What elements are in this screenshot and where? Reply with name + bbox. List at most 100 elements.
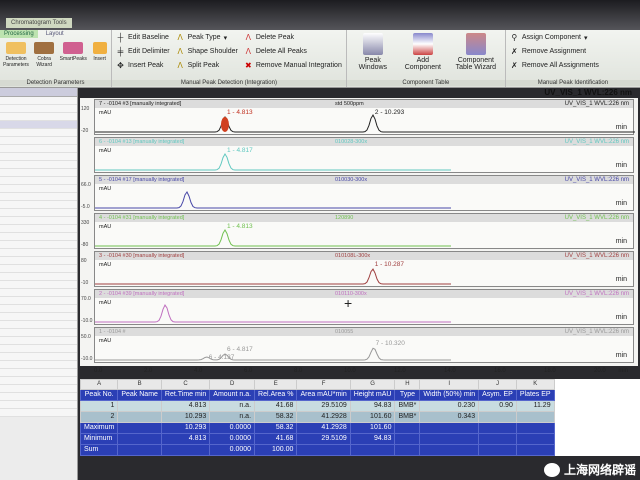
peak-label[interactable]: 1 - 4.813 [226,109,253,116]
chromatogram-panel[interactable]: 1 - -0104 #010055 UV_VIS_1 WVL:226 nm mAU… [81,327,634,363]
navigation-panel[interactable] [0,88,78,480]
chromatogram-panel[interactable]: 5 - -0104 #17 [manually integrated] 01003… [81,175,634,211]
tree-row[interactable] [0,265,77,273]
chromatogram-panel[interactable]: 2 - -0104 #39 [manually integrated] 01011… [81,289,634,325]
table-cell[interactable]: 0.90 [478,400,517,412]
chromatogram-panel[interactable]: 3 - -0104 #30 [manually integrated] 01010… [81,251,634,287]
tree-row[interactable] [0,233,77,241]
table-cell[interactable]: BMB* [394,400,421,412]
column-header[interactable]: Plates EP [515,389,555,401]
tree-row[interactable] [0,249,77,257]
table-row[interactable]: 1 4.813 n.a. 41.68 29.5109 94.83 BMB* 0.230 0.90… [79,400,555,412]
peak-label[interactable]: 7 - 10.320 [375,340,405,347]
peak-results-table[interactable]: A B C D E F G H I J K Peak No. Peak Name Ret.Time min… [79,379,640,456]
tree-row[interactable] [0,321,77,329]
tree-row[interactable] [0,145,77,153]
peak-label[interactable]: 6 - 4.137 [208,354,235,361]
tree-row[interactable] [0,257,77,265]
tree-row[interactable] [0,121,77,129]
table-cell[interactable]: 58.32 [254,411,298,423]
table-cell[interactable] [515,411,555,423]
table-cell[interactable] [117,411,162,423]
table-cell[interactable]: 29.5109 [296,400,351,412]
tree-row[interactable] [0,209,77,217]
table-cell[interactable]: 41.68 [254,400,298,412]
tree-row[interactable] [0,289,77,297]
column-header[interactable]: Peak No. [79,389,119,401]
tree-row[interactable] [0,409,77,417]
tree-row[interactable] [0,305,77,313]
column-header[interactable]: Amount n.a. [209,389,256,401]
tree-row[interactable] [0,273,77,281]
remove-manual-integration-button[interactable]: ✖ Remove Manual Integration [244,61,342,70]
table-cell[interactable]: 10.293 [160,411,211,423]
context-tab[interactable]: Chromatogram Tools [6,18,72,28]
chromatogram-stack[interactable]: 7 - -0104 #3 [manually integrated] std 50… [80,98,638,366]
cobra-wizard-button[interactable]: Cobra Wizard [34,42,55,68]
tree-row[interactable] [0,193,77,201]
tree-row[interactable] [0,393,77,401]
table-cell[interactable]: 0.230 [419,400,480,412]
tab-layout[interactable]: Layout [45,31,64,37]
tree-row[interactable] [0,169,77,177]
remove-all-assignments-button[interactable]: ✗ Remove All Assignments [510,61,599,70]
tree-row[interactable] [0,129,77,137]
table-row[interactable]: 2 10.293 n.a. 58.32 41.2928 101.60 BMB* 0.343 [79,411,555,423]
delete-peak-button[interactable]: Λ Delete Peak [245,33,294,42]
tree-row[interactable] [0,361,77,369]
add-component-button[interactable]: Add Component [401,33,445,71]
table-cell[interactable] [117,400,162,412]
table-cell[interactable]: 101.60 [349,411,396,423]
tab-processing[interactable]: Processing [0,30,38,38]
component-table-wizard-button[interactable]: Component Table Wizard [451,33,501,71]
tree-row[interactable] [0,385,77,393]
table-cell[interactable]: 94.83 [349,400,396,412]
peak-label[interactable]: 2 - 10.293 [374,109,405,116]
peak-label[interactable]: 1 - 4.817 [227,147,253,154]
tree-row[interactable] [0,329,77,337]
peak-windows-button[interactable]: Peak Windows [351,33,395,71]
tree-row[interactable] [0,225,77,233]
tree-row[interactable] [0,105,77,113]
table-cell[interactable]: 2 [79,411,119,423]
table-cell[interactable]: n.a. [209,400,256,412]
edit-baseline-button[interactable]: ┼ Edit Baseline [117,33,169,42]
tree-row[interactable] [0,337,77,345]
integrated-peak-area[interactable] [220,117,229,132]
tree-row[interactable] [0,377,77,385]
column-header[interactable]: Width (50%) min [419,389,480,401]
tree-row[interactable] [0,217,77,225]
shape-shoulder-button[interactable]: Λ Shape Shoulder [177,47,238,56]
smartpeaks-button[interactable]: SmartPeaks [60,42,87,62]
table-cell[interactable]: BMB* [394,411,421,423]
tree-row[interactable] [0,401,77,409]
table-cell[interactable]: 1 [79,400,119,412]
column-header[interactable]: Ret.Time min [160,389,211,401]
delete-all-peaks-button[interactable]: Λ Delete All Peaks [245,47,307,56]
remove-assignment-button[interactable]: ✗ Remove Assignment [510,47,587,56]
column-header[interactable]: Area mAU*min [296,389,351,401]
tree-row[interactable] [0,177,77,185]
assign-component-button[interactable]: ⚲ Assign Component ▾ [511,33,588,42]
peak-label[interactable]: 6 - 4.817 [227,346,253,353]
column-header[interactable]: Type [394,389,421,401]
tree-row[interactable] [0,345,77,353]
column-header[interactable]: Height mAU [349,389,396,401]
split-peak-button[interactable]: Λ Split Peak [177,61,220,70]
column-header[interactable]: Asym. EP [478,389,517,401]
table-cell[interactable]: 11.29 [515,400,555,412]
tree-row[interactable] [0,353,77,361]
tree-row[interactable] [0,297,77,305]
tree-row[interactable] [0,313,77,321]
table-cell[interactable]: 0.343 [419,411,480,423]
tree-row[interactable] [0,137,77,145]
tree-row[interactable] [0,113,77,121]
chromatogram-panel[interactable]: 6 - -0104 #13 [manually integrated] 01002… [94,137,634,173]
tree-row[interactable] [0,97,77,105]
chromatogram-panel[interactable]: 4 - -0104 #31 [manually integrated] 12089… [81,213,634,249]
chromatogram-panel[interactable]: 7 - -0104 #3 [manually integrated] std 50… [81,99,635,135]
edit-delimiter-button[interactable]: ╪ Edit Delimiter [117,47,170,56]
tree-row[interactable] [0,241,77,249]
tree-row[interactable] [0,281,77,289]
tree-row[interactable] [0,369,77,377]
